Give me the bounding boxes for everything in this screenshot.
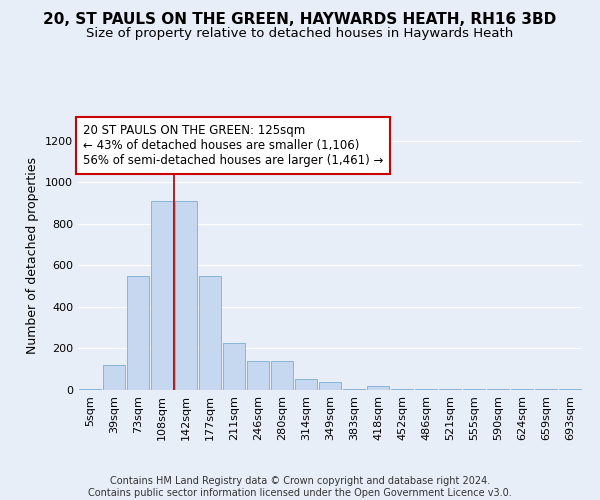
Bar — [319, 382, 341, 390]
Bar — [535, 389, 557, 390]
Text: Size of property relative to detached houses in Haywards Heath: Size of property relative to detached ho… — [86, 28, 514, 40]
Bar — [103, 365, 125, 390]
Text: 20, ST PAULS ON THE GREEN, HAYWARDS HEATH, RH16 3BD: 20, ST PAULS ON THE GREEN, HAYWARDS HEAT… — [43, 12, 557, 28]
Bar — [511, 389, 533, 390]
Bar — [223, 344, 245, 390]
Bar — [439, 389, 461, 390]
Bar — [175, 201, 197, 390]
Text: 20 ST PAULS ON THE GREEN: 125sqm
← 43% of detached houses are smaller (1,106)
56: 20 ST PAULS ON THE GREEN: 125sqm ← 43% o… — [83, 124, 383, 167]
Bar — [391, 389, 413, 390]
Bar — [199, 276, 221, 390]
Text: Contains HM Land Registry data © Crown copyright and database right 2024.
Contai: Contains HM Land Registry data © Crown c… — [88, 476, 512, 498]
Bar — [367, 386, 389, 390]
Bar — [487, 389, 509, 390]
Bar — [343, 389, 365, 390]
Bar — [79, 389, 101, 390]
Bar — [415, 389, 437, 390]
Bar — [295, 378, 317, 390]
Bar — [247, 361, 269, 390]
Bar — [463, 389, 485, 390]
Bar — [127, 276, 149, 390]
Bar — [151, 201, 173, 390]
Y-axis label: Number of detached properties: Number of detached properties — [26, 156, 40, 354]
Bar — [271, 361, 293, 390]
Bar — [559, 389, 581, 390]
